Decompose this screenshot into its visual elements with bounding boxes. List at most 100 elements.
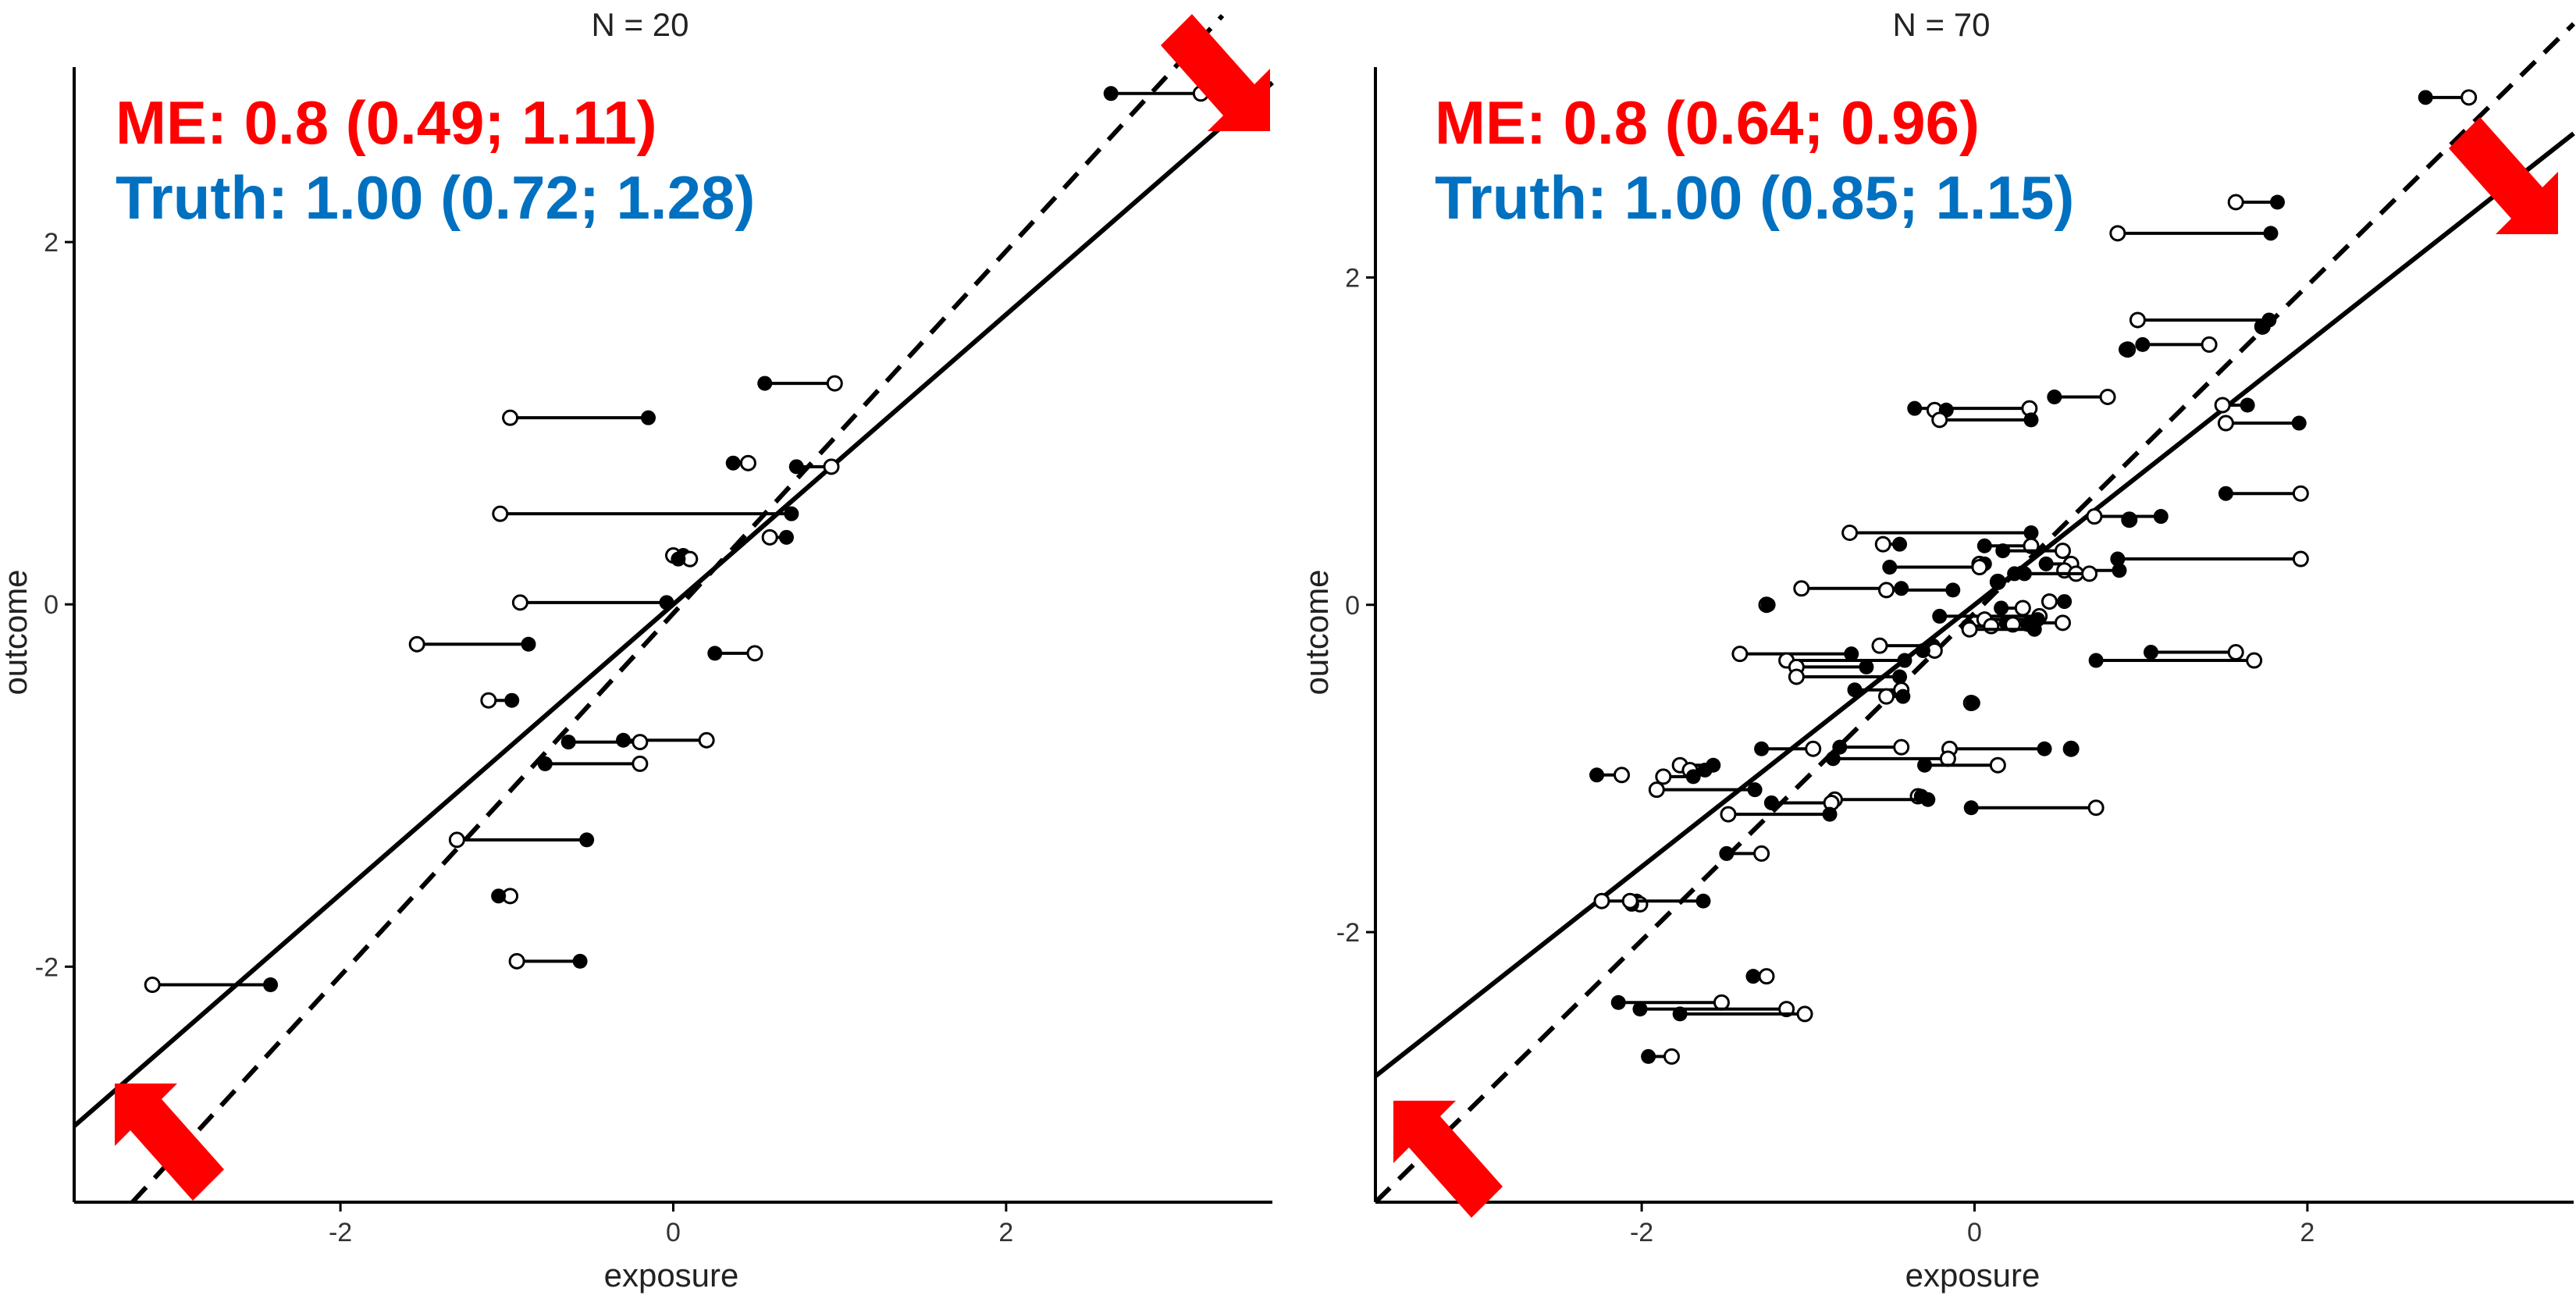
open-point bbox=[1713, 994, 1730, 1011]
open-point bbox=[1753, 845, 1770, 862]
truth-annotation: Truth: 1.00 (0.85; 1.15) bbox=[1435, 163, 2074, 232]
open-point bbox=[1893, 738, 1910, 756]
y-axis-title: outcome bbox=[1298, 569, 1335, 695]
filled-point bbox=[2135, 336, 2151, 352]
open-point bbox=[1648, 781, 1665, 799]
filled-point bbox=[788, 459, 804, 475]
filled-point bbox=[1917, 757, 1933, 773]
x-tick-label: -2 bbox=[1630, 1218, 1653, 1247]
filled-point bbox=[2254, 318, 2270, 334]
y-tick-label: 0 bbox=[1345, 591, 1360, 621]
fit-lines bbox=[1373, 22, 2576, 1205]
me-annotation: ME: 0.8 (0.49; 1.11) bbox=[116, 88, 657, 157]
open-point bbox=[826, 375, 843, 392]
me-annotation: ME: 0.8 (0.64; 0.96) bbox=[1435, 88, 1980, 157]
open-point bbox=[2214, 397, 2231, 414]
truth-line bbox=[130, 13, 1225, 1205]
panel-n20: N = 20 -2 0 2 -2 0 2 exposure outcome ME: 0.8… bbox=[0, 6, 1274, 1294]
open-point bbox=[632, 755, 649, 772]
open-point bbox=[480, 692, 497, 709]
filled-point bbox=[725, 455, 741, 471]
filled-point bbox=[1763, 795, 1779, 810]
filled-point bbox=[2037, 741, 2052, 756]
open-point bbox=[1663, 1048, 1680, 1065]
open-point bbox=[2217, 415, 2234, 432]
open-point bbox=[1614, 767, 1631, 784]
filled-point bbox=[2007, 566, 2023, 582]
x-tick-label: 2 bbox=[998, 1218, 1013, 1247]
open-point bbox=[2054, 543, 2071, 560]
filled-point bbox=[1920, 792, 1936, 807]
filled-point bbox=[1695, 893, 1711, 909]
open-point bbox=[1731, 646, 1749, 663]
y-tick-label: 2 bbox=[44, 228, 59, 258]
filled-point bbox=[1994, 600, 2009, 616]
filled-point bbox=[2023, 412, 2039, 428]
filled-point bbox=[1641, 1048, 1656, 1064]
axis-ticks: -2 0 2 -2 0 2 bbox=[35, 228, 1014, 1247]
filled-point bbox=[2023, 525, 2039, 541]
filled-point bbox=[2063, 741, 2079, 756]
x-axis-title: exposure bbox=[1905, 1257, 2041, 1294]
open-point bbox=[492, 505, 509, 522]
open-point bbox=[1871, 637, 1888, 654]
filled-point bbox=[1847, 682, 1863, 698]
open-point bbox=[2292, 485, 2309, 502]
x-tick-label: -2 bbox=[329, 1218, 352, 1247]
open-point bbox=[1758, 968, 1775, 985]
open-point bbox=[1939, 750, 1956, 767]
open-point bbox=[1874, 536, 1891, 553]
x-tick-label: 0 bbox=[666, 1218, 681, 1247]
filled-point bbox=[2418, 90, 2433, 105]
filled-point bbox=[1610, 995, 1626, 1010]
arrow-bottom-left-icon bbox=[1393, 1101, 1503, 1218]
y-axis-title: outcome bbox=[0, 569, 34, 695]
open-point bbox=[1796, 1005, 1813, 1023]
data-pairs bbox=[144, 85, 1209, 994]
x-tick-label: 0 bbox=[1967, 1218, 1982, 1247]
filled-point bbox=[1745, 969, 1761, 984]
filled-point bbox=[1895, 689, 1911, 704]
filled-point bbox=[560, 735, 576, 750]
open-point bbox=[761, 528, 778, 546]
filled-point bbox=[2263, 226, 2279, 241]
open-point bbox=[698, 731, 715, 749]
panel-title: N = 20 bbox=[592, 6, 689, 43]
filled-point bbox=[1832, 739, 1848, 755]
open-point bbox=[1878, 688, 1895, 705]
filled-point bbox=[2047, 389, 2062, 404]
open-point bbox=[1805, 740, 1822, 757]
filled-point bbox=[1882, 560, 1898, 575]
filled-point bbox=[572, 953, 588, 969]
filled-point bbox=[1589, 767, 1605, 783]
open-point bbox=[1841, 525, 1859, 542]
open-point bbox=[2227, 194, 2244, 211]
filled-point bbox=[2026, 621, 2042, 637]
filled-point bbox=[1760, 597, 1776, 613]
filled-point bbox=[1859, 659, 1874, 674]
filled-point bbox=[2240, 397, 2255, 413]
filled-point bbox=[1632, 1002, 1648, 1017]
filled-point bbox=[1844, 646, 1859, 662]
filled-point bbox=[1754, 741, 1770, 756]
open-point bbox=[2081, 565, 2098, 582]
filled-point bbox=[707, 646, 723, 661]
open-point bbox=[2227, 644, 2244, 661]
open-point bbox=[1793, 580, 1810, 597]
filled-point bbox=[521, 636, 536, 652]
filled-point bbox=[1672, 1006, 1688, 1022]
filled-point bbox=[1825, 751, 1841, 767]
arrow-top-right-icon bbox=[2449, 117, 2558, 234]
open-point bbox=[746, 645, 763, 662]
x-tick-label: 2 bbox=[2300, 1218, 2314, 1247]
filled-point bbox=[1103, 86, 1119, 101]
filled-point bbox=[2218, 486, 2233, 501]
filled-point bbox=[1719, 845, 1735, 861]
open-point bbox=[2292, 550, 2309, 568]
y-tick-label: 2 bbox=[1345, 263, 1360, 293]
filled-point bbox=[1965, 696, 1980, 711]
open-point bbox=[1983, 617, 2000, 635]
me-fit-line bbox=[1374, 131, 2575, 1078]
open-point bbox=[2087, 799, 2105, 817]
data-pairs bbox=[1589, 89, 2478, 1065]
